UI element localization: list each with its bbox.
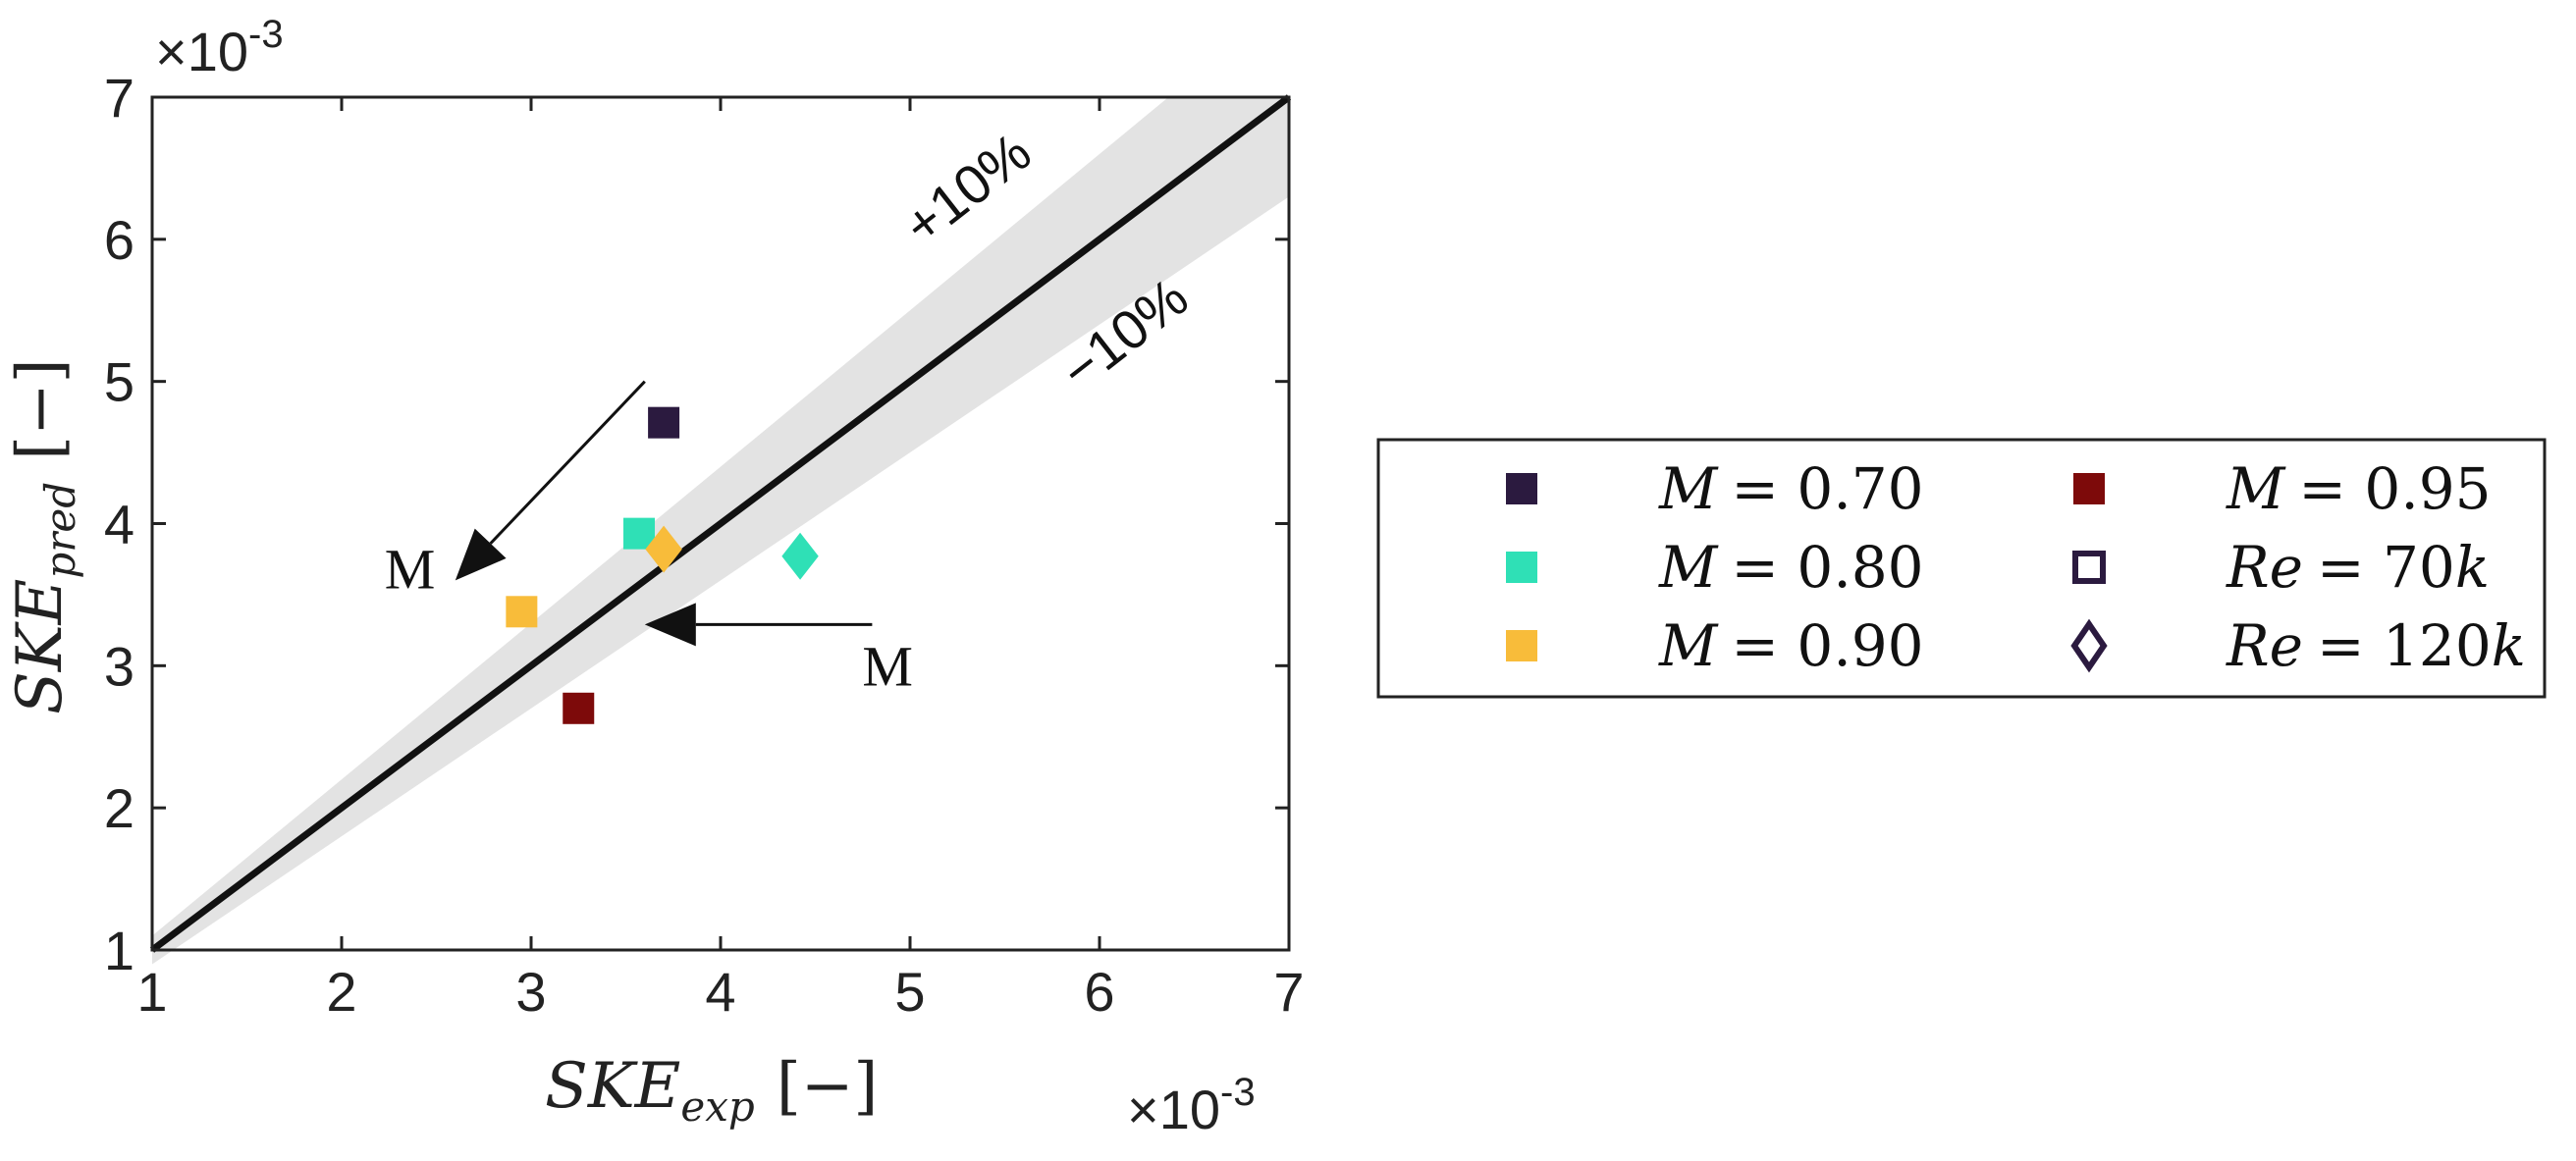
legend-entries: M = 0.70 M = 0.80 M = 0.90 M = 0.95 Re = 70k Re = 1…	[1506, 455, 2526, 679]
y-tick-label: 3	[104, 635, 134, 697]
y-tick-label: 5	[104, 351, 134, 413]
data-points	[506, 406, 819, 724]
legend-marker-square	[1506, 630, 1537, 661]
y-tick-label: 2	[104, 777, 134, 839]
x-exponent-base: ×10	[1127, 1079, 1220, 1140]
data-point-square	[648, 406, 680, 439]
arrow-label: M	[862, 634, 913, 698]
data-point-square	[506, 596, 538, 628]
x-tick-label: 2	[326, 961, 356, 1023]
x-axis-label-base: SKE	[545, 1050, 680, 1123]
parity-line	[149, 94, 1292, 953]
trend-arrows: MM	[385, 380, 913, 698]
y-tick-label: 6	[104, 209, 134, 271]
legend-entry-label: M = 0.95	[2226, 455, 2492, 522]
x-axis-label-sub: exp	[680, 1082, 754, 1131]
y-exponent-base: ×10	[155, 21, 248, 82]
x-exponent-power: -3	[1220, 1071, 1256, 1114]
y-exponent-power: -3	[248, 13, 284, 56]
x-axis-label: SKEexp [−]	[545, 1050, 878, 1131]
y-axis-label: SKEpred [−]	[4, 358, 84, 714]
y-exponent-label: ×10-3	[155, 13, 284, 82]
y-axis-label-base: SKE	[4, 579, 77, 714]
x-tick-label: 6	[1084, 961, 1114, 1023]
arrow-shaft	[489, 380, 646, 545]
legend-entry-label: M = 0.90	[1658, 612, 1924, 679]
legend-marker-square	[1506, 552, 1537, 583]
x-axis-ticks: 1 2 3 4 5 6 7	[136, 97, 1305, 1023]
legend-entry-label: M = 0.70	[1658, 455, 1924, 522]
legend-entry-label: Re = 70k	[2226, 534, 2490, 601]
arrow-label: M	[385, 537, 436, 601]
y-tick-label: 7	[104, 67, 134, 129]
legend-marker-square	[1506, 473, 1537, 504]
x-exponent-label: ×10-3	[1127, 1071, 1256, 1140]
legend-marker-open-square	[2072, 551, 2106, 584]
legend-entry-label: M = 0.80	[1658, 534, 1924, 601]
x-tick-label: 5	[894, 961, 925, 1023]
x-tick-label: 3	[515, 961, 546, 1023]
y-axis-label-sub: pred	[36, 482, 84, 579]
arrow-head	[455, 528, 507, 581]
legend-box	[1376, 438, 2547, 699]
data-point-diamond	[645, 525, 682, 573]
data-point-diamond	[781, 532, 819, 580]
x-tick-label: 4	[705, 961, 735, 1023]
legend-marker-square	[2073, 473, 2105, 504]
y-axis-label-unit: [−]	[4, 358, 77, 460]
legend-entry-label: Re = 120k	[2226, 612, 2526, 679]
arrow-head	[644, 603, 696, 647]
data-point-square	[563, 692, 595, 724]
x-tick-label: 1	[136, 961, 167, 1023]
x-tick-label: 7	[1273, 961, 1304, 1023]
y-tick-label: 4	[104, 494, 134, 555]
legend: M = 0.70 M = 0.80 M = 0.90 M = 0.95 Re = 70k Re = 1…	[1376, 438, 2547, 699]
legend-marker-open-diamond	[2070, 618, 2108, 673]
y-axis-ticks: 1 2 3 4 5 6 7	[104, 67, 1289, 981]
x-axis-label-unit: [−]	[777, 1050, 879, 1123]
y-tick-label: 1	[104, 920, 134, 981]
